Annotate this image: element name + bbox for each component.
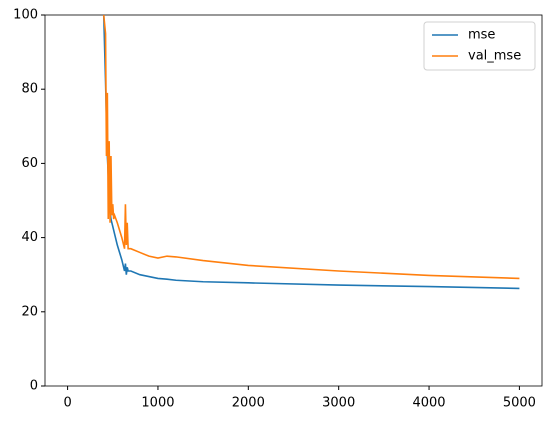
x-tick-label: 2000 [232,396,265,411]
legend-box [423,21,536,71]
legend-label: val_mse [468,49,521,64]
x-tick-label: 0 [63,396,71,411]
line-series [102,15,520,280]
plot-area [44,14,543,387]
x-tick-label: 5000 [503,396,536,411]
x-tick-label: 1000 [141,396,174,411]
y-tick-label: 100 [13,8,38,23]
x-tick-label: 4000 [412,396,445,411]
y-tick-label: 40 [21,230,38,245]
x-tick-label: 3000 [322,396,355,411]
legend-label: mse [468,28,495,43]
y-tick-label: 20 [21,304,38,319]
y-tick-label: 60 [21,156,38,171]
y-tick-label: 80 [21,82,38,97]
y-tick-label: 0 [30,379,38,394]
